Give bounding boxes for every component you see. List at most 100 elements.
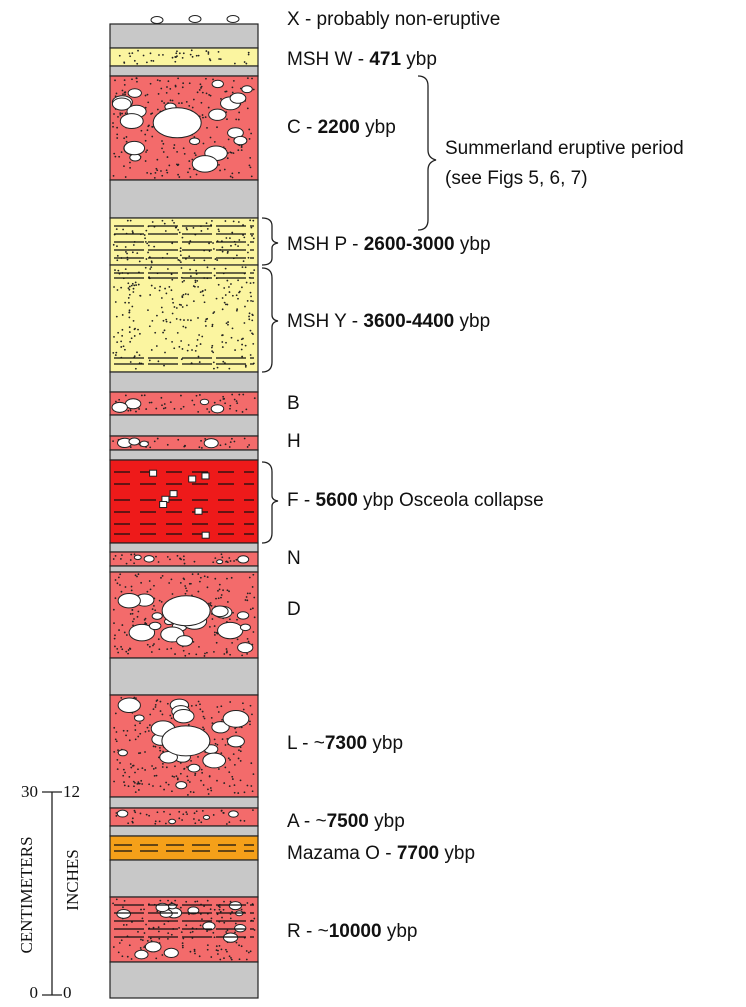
grain: [160, 88, 162, 90]
grain: [186, 775, 188, 777]
clast: [112, 98, 131, 110]
grain: [164, 329, 166, 331]
grain: [249, 592, 251, 594]
grain: [133, 244, 135, 246]
grain: [194, 561, 196, 563]
grain: [194, 822, 196, 824]
grain: [116, 759, 118, 761]
grain: [191, 705, 193, 707]
grain: [145, 160, 147, 162]
grain: [221, 948, 223, 950]
grain: [193, 99, 195, 101]
grain: [151, 126, 153, 128]
grain: [248, 257, 250, 259]
grain: [158, 931, 160, 933]
clast: [229, 811, 239, 817]
grain: [218, 284, 220, 286]
grain: [174, 653, 176, 655]
clast: [230, 93, 246, 103]
grain: [229, 618, 231, 620]
grain: [253, 918, 255, 920]
grain: [238, 749, 240, 751]
grain: [126, 563, 128, 565]
grain: [226, 280, 228, 282]
grain: [212, 324, 214, 326]
grain: [221, 341, 223, 343]
grain: [243, 260, 245, 262]
grain: [236, 402, 238, 404]
label-prefix: X - probably non-eruptive: [287, 9, 500, 30]
grain: [135, 368, 137, 370]
layer-label: A - ~7500 ybp: [287, 811, 405, 832]
grain: [236, 410, 238, 412]
grain: [192, 931, 194, 933]
grain: [246, 959, 248, 961]
grain: [161, 297, 163, 299]
grain: [206, 127, 208, 129]
grain: [231, 577, 233, 579]
grain: [228, 557, 230, 559]
clast: [140, 441, 148, 447]
grain: [234, 441, 236, 443]
grain: [116, 740, 118, 742]
grain: [198, 646, 200, 648]
grain: [130, 220, 132, 222]
grain: [241, 356, 243, 358]
grain: [156, 159, 158, 161]
grain: [223, 287, 225, 289]
grain: [225, 268, 227, 270]
grain: [225, 744, 227, 746]
clast: [238, 556, 249, 563]
grain: [232, 177, 234, 179]
grain: [213, 361, 215, 363]
grain: [148, 245, 150, 247]
pebble: [189, 16, 201, 23]
clast: [149, 622, 160, 629]
grain: [127, 282, 129, 284]
grain: [203, 716, 205, 718]
grain: [208, 53, 210, 55]
grain: [200, 343, 202, 345]
grain: [121, 624, 123, 626]
grain: [151, 262, 153, 264]
grain: [219, 400, 221, 402]
grain: [202, 294, 204, 296]
grain: [115, 555, 117, 557]
grain: [147, 644, 149, 646]
grain: [158, 360, 160, 362]
grain: [127, 730, 129, 732]
grain: [253, 282, 255, 284]
grain: [145, 267, 147, 269]
grain: [207, 788, 209, 790]
grain: [223, 901, 225, 903]
grain: [133, 562, 135, 564]
grain: [125, 112, 127, 114]
pebble: [151, 17, 163, 24]
grain: [137, 616, 139, 618]
grain: [172, 57, 174, 59]
grain: [139, 333, 141, 335]
grain: [114, 646, 116, 648]
grain: [152, 608, 154, 610]
grain: [113, 336, 115, 338]
label-age: 471: [369, 49, 401, 70]
clast: [112, 402, 127, 412]
grain: [115, 352, 117, 354]
grain: [177, 332, 179, 334]
grain: [132, 230, 134, 232]
grain: [134, 782, 136, 784]
grain: [128, 302, 130, 304]
grain: [123, 62, 125, 64]
label-suffix: ybp: [455, 234, 491, 255]
clast: [211, 405, 224, 413]
grain: [121, 335, 123, 337]
grain: [149, 268, 151, 270]
grain: [211, 345, 213, 347]
grain: [232, 778, 234, 780]
grain: [148, 815, 150, 817]
grain: [190, 176, 192, 178]
grain: [230, 176, 232, 178]
grain: [216, 945, 218, 947]
clast: [195, 508, 202, 514]
grain: [113, 244, 115, 246]
